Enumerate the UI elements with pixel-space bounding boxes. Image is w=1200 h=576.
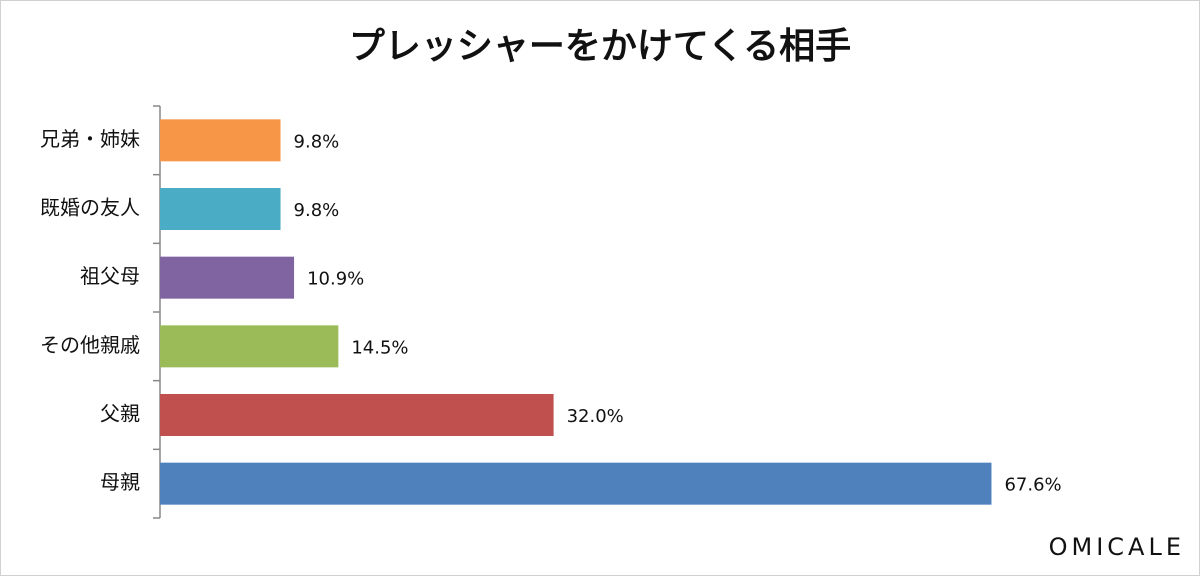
- value-label: 10.9%: [307, 269, 364, 290]
- y-tick-label: 祖父母: [80, 264, 140, 288]
- y-tick-label: 既婚の友人: [40, 196, 140, 220]
- y-tick-label: その他親戚: [40, 333, 140, 357]
- value-label: 9.8%: [294, 131, 340, 152]
- bar: [160, 188, 281, 230]
- chart-title: プレッシャーをかけてくる相手: [349, 26, 851, 67]
- bar: [160, 256, 295, 299]
- y-tick-label: 兄弟・姉妹: [40, 127, 140, 151]
- bar: [160, 462, 992, 505]
- bar: [160, 394, 554, 436]
- value-label: 32.0%: [567, 406, 624, 427]
- value-label: 14.5%: [351, 337, 408, 358]
- bar: [160, 119, 281, 162]
- brand-logo: OMICALE: [1049, 533, 1185, 561]
- y-tick-label: 母親: [100, 470, 140, 494]
- bar: [160, 325, 339, 368]
- y-tick-label: 父親: [100, 402, 140, 426]
- value-label: 9.8%: [294, 200, 340, 221]
- value-label: 67.6%: [1004, 475, 1061, 496]
